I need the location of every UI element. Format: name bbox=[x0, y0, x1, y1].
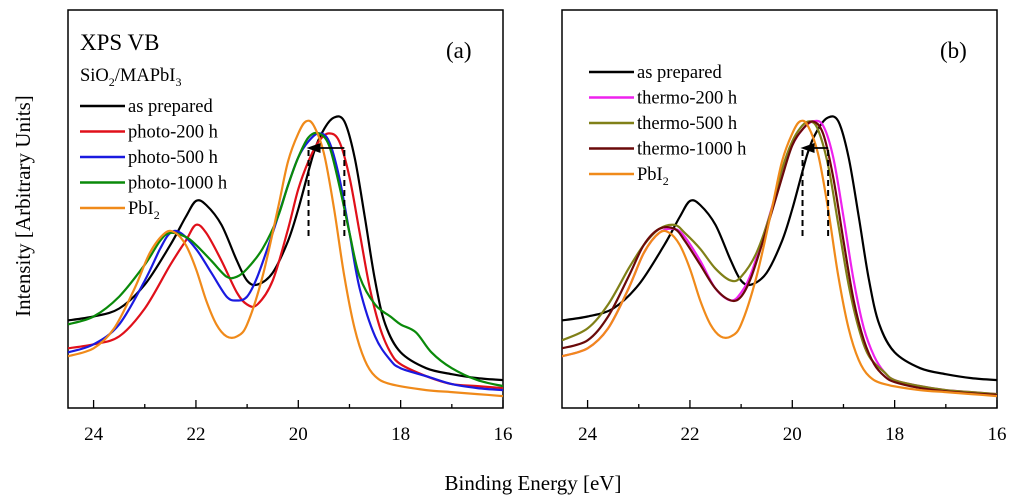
x-tick-label: 20 bbox=[783, 424, 802, 445]
y-axis-label: Intensity [Arbitrary Units] bbox=[11, 95, 35, 317]
series-line-1 bbox=[562, 119, 997, 396]
series-line-0 bbox=[562, 115, 997, 382]
legend-label: photo-1000 h bbox=[128, 174, 227, 194]
x-tick-label: 24 bbox=[84, 424, 104, 445]
plot-frame bbox=[561, 9, 998, 409]
series-line-1 bbox=[68, 132, 503, 390]
shift-arrow-head bbox=[306, 143, 321, 153]
series-group bbox=[68, 115, 503, 398]
panel-label: (a) bbox=[446, 38, 472, 63]
panel-b: 24 22 20 18 16 as prepared thermo-200 h thermo-… bbox=[561, 9, 1007, 445]
legend-label: photo-200 h bbox=[128, 123, 218, 143]
legend-label: PbI2 bbox=[637, 165, 669, 188]
series-line-2 bbox=[562, 120, 997, 396]
plot-frame bbox=[67, 9, 504, 409]
legend-label: photo-500 h bbox=[128, 148, 218, 168]
panel-label: (b) bbox=[940, 38, 967, 63]
legend-label: thermo-200 h bbox=[637, 89, 737, 109]
legend-label: as prepared bbox=[128, 97, 213, 117]
chart-subtitle: SiO2/MAPbI3 bbox=[80, 66, 181, 89]
x-axis-label: Binding Energy [eV] bbox=[445, 471, 622, 495]
chart-title: XPS VB bbox=[80, 30, 159, 55]
legend-label: thermo-500 h bbox=[637, 114, 737, 134]
x-tick-label: 22 bbox=[186, 424, 205, 445]
series-line-0 bbox=[68, 115, 503, 382]
x-tick-label: 22 bbox=[680, 424, 699, 445]
panel-a: 24 22 20 18 16 as prepared photo-200 h photo-50… bbox=[67, 9, 513, 445]
series-line-3 bbox=[68, 131, 503, 388]
series-line-3 bbox=[562, 120, 997, 396]
x-tick-label: 18 bbox=[885, 424, 904, 445]
x-tick-label: 20 bbox=[289, 424, 308, 445]
legend-label: as prepared bbox=[637, 63, 722, 83]
x-tick-label: 16 bbox=[494, 424, 513, 445]
series-group bbox=[562, 115, 997, 398]
shift-arrow-head bbox=[800, 143, 815, 153]
series-line-4 bbox=[562, 119, 997, 398]
legend-label: PbI2 bbox=[128, 199, 160, 222]
x-tick-label: 18 bbox=[391, 424, 410, 445]
x-tick-label: 24 bbox=[578, 424, 598, 445]
x-tick-label: 16 bbox=[988, 424, 1007, 445]
legend-label: thermo-1000 h bbox=[637, 140, 746, 160]
series-line-4 bbox=[68, 119, 503, 398]
